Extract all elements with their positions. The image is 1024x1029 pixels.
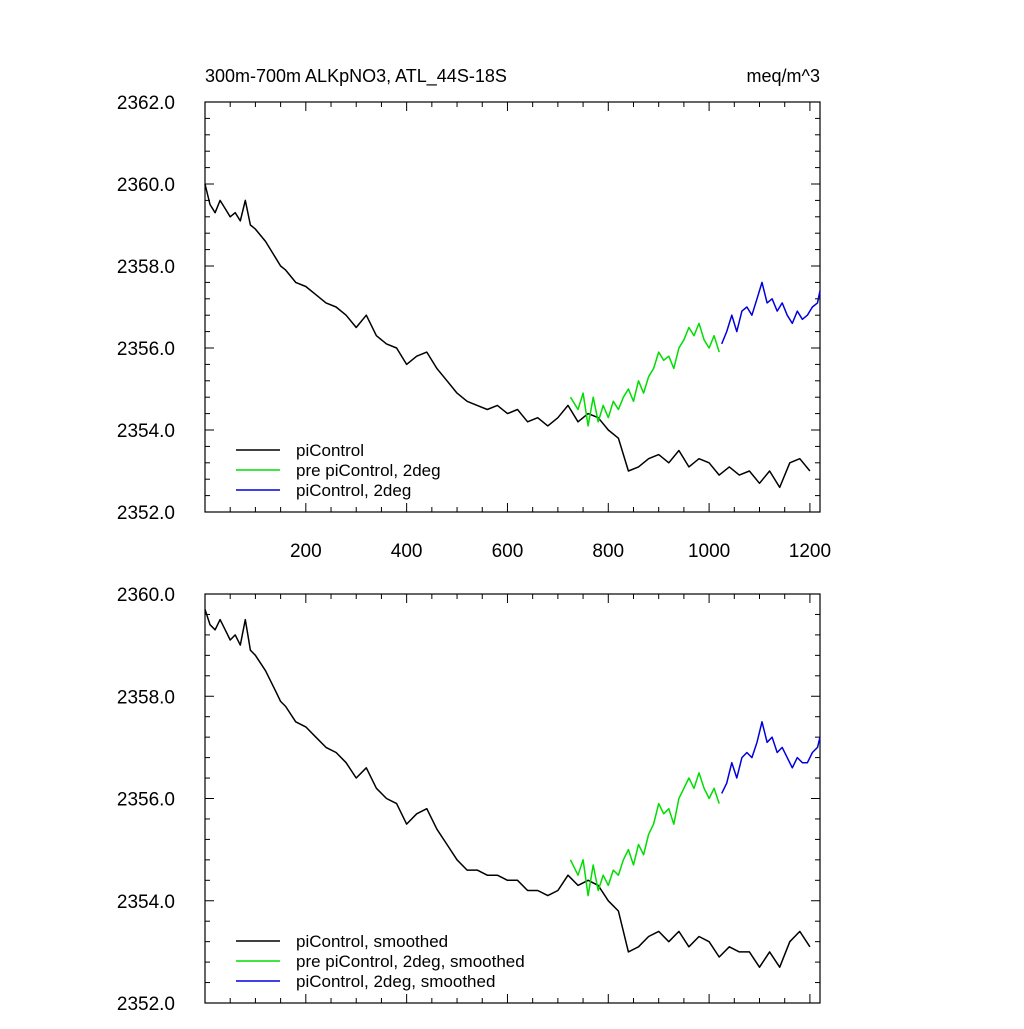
series-line-1 (204, 609, 811, 968)
bottom-panel: 2352.0 2354.0 2356.0 2358.0 2360.0 piControl,… (117, 585, 821, 1015)
legend-label: piControl (296, 441, 364, 460)
legend-label: pre piControl, 2deg (296, 461, 441, 480)
legend-label: pre piControl, 2deg, smoothed (296, 952, 525, 971)
series-line-1 (204, 183, 811, 489)
plot-frame (204, 101, 821, 513)
series-line-3 (721, 721, 821, 794)
y-tick-label: 2356.0 (117, 790, 175, 811)
series-line-2 (569, 772, 720, 897)
series-line-2 (569, 322, 720, 427)
y-tick-label: 2352.0 (117, 503, 175, 524)
x-tick-label: 400 (391, 541, 423, 562)
legend-label: piControl, 2deg (296, 481, 411, 500)
x-tick-label: 1000 (688, 541, 730, 562)
units-label: meq/m^3 (747, 66, 820, 86)
y-tick-label: 2360.0 (117, 175, 175, 196)
y-tick-label: 2356.0 (117, 339, 175, 360)
chart-title: 300m-700m ALKpNO3, ATL_44S-18S (205, 66, 507, 87)
y-tick-label: 2354.0 (117, 421, 175, 442)
y-tick-label: 2362.0 (117, 93, 175, 114)
x-tick-label: 600 (492, 541, 524, 562)
series-line-3 (721, 281, 821, 345)
x-tick-label: 200 (290, 541, 322, 562)
x-tick-label: 800 (592, 541, 624, 562)
top-panel: 300m-700m ALKpNO3, ATL_44S-18S meq/m^3 2… (117, 66, 831, 562)
legend-label: piControl, smoothed (296, 932, 448, 951)
x-tick-label: 1200 (789, 541, 831, 562)
y-tick-label: 2352.0 (117, 994, 175, 1015)
y-tick-label: 2354.0 (117, 892, 175, 913)
y-tick-label: 2360.0 (117, 585, 175, 606)
y-tick-label: 2358.0 (117, 687, 175, 708)
y-tick-label: 2358.0 (117, 257, 175, 278)
legend-label: piControl, 2deg, smoothed (296, 972, 495, 991)
